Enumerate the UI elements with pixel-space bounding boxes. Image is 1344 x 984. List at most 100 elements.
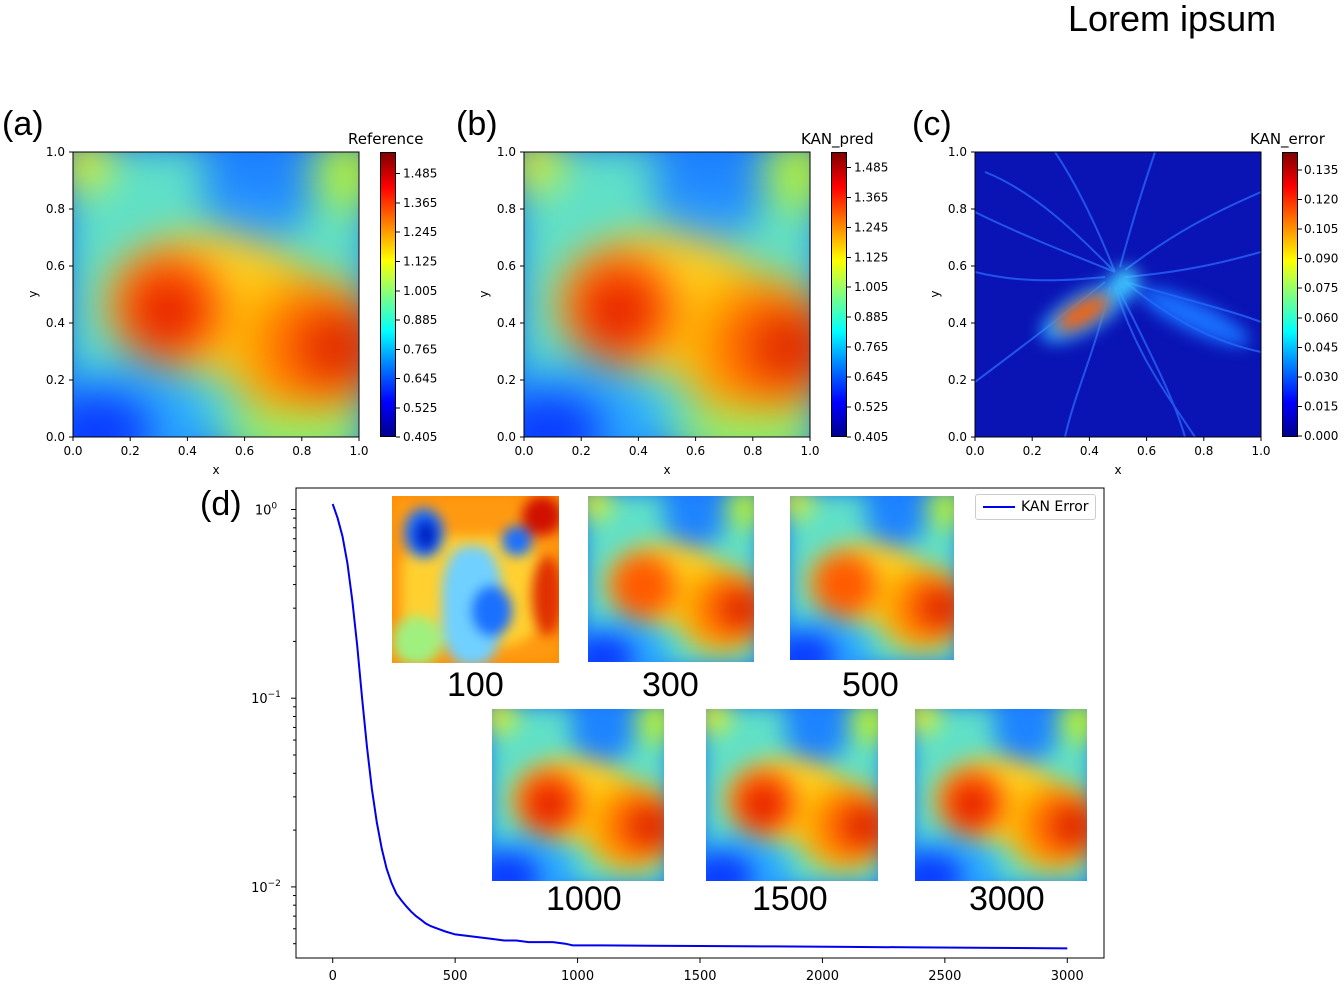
- colorbar-tick: 1.125: [854, 251, 888, 265]
- panel-label-c: (c): [912, 105, 952, 143]
- y-tick-label: 0.0: [948, 430, 967, 444]
- colorbar-tick: 0.060: [1304, 311, 1338, 325]
- panel-label-a: (a): [2, 105, 44, 143]
- kan-pred-axes: 0.0 0.2 0.4 0.6 0.8 1.0 x 0.0 0.2 0.4 0.…: [477, 145, 820, 477]
- colorbar-kan-error-ticks: 0.135 0.120 0.105 0.090 0.075 0.060 0.04…: [1298, 163, 1338, 443]
- kan-error-line: [331, 503, 1068, 950]
- y-tick-label: 0.4: [497, 316, 516, 330]
- x-tick-label: 1.0: [1251, 444, 1270, 458]
- inset-heatmap-100: [392, 496, 559, 663]
- colorbar-kan-error: [1282, 152, 1298, 437]
- colorbar-tick: 1.365: [854, 191, 888, 205]
- colorbar-tick: 0.090: [1304, 252, 1338, 266]
- x-tick-label: 1500: [683, 969, 716, 984]
- y-tick-label: 1.0: [497, 145, 516, 159]
- x-tick-label: 1.0: [800, 444, 819, 458]
- x-tick-label: 0.4: [629, 444, 648, 458]
- x-ticks: 0 500 1000 1500 2000 2500 3000: [329, 958, 1084, 984]
- y-tick-label: 0.4: [46, 316, 65, 330]
- colorbar-tick: 0.405: [854, 430, 888, 444]
- y-axis-label: y: [477, 290, 491, 297]
- colorbar-reference-ticks: 1.485 1.365 1.245 1.125 1.005 0.885 0.76…: [396, 167, 437, 444]
- reference-heatmap: [73, 152, 359, 437]
- inset-label-300: 300: [642, 666, 699, 704]
- heatmap-title-kan-error: KAN_error: [1250, 130, 1325, 148]
- x-tick-label: 0.6: [1137, 444, 1156, 458]
- legend-label: KAN Error: [1021, 499, 1089, 515]
- y-tick-label: 10−2: [251, 879, 281, 896]
- x-axis-label: x: [1114, 463, 1121, 477]
- panel-label-d: (d): [200, 485, 242, 523]
- y-axis-label: y: [928, 290, 942, 297]
- x-tick-label: 3000: [1051, 969, 1084, 984]
- inset-heatmap-300: [588, 496, 754, 662]
- colorbar-reference: [380, 152, 396, 437]
- y-tick-label: 0.8: [948, 202, 967, 216]
- y-tick-label: 1.0: [948, 145, 967, 159]
- reference-axes: 0.0 0.2 0.4 0.6 0.8 1.0 x 0.0 0.2 0.4 0.…: [26, 145, 369, 477]
- y-tick-label: 0.0: [497, 430, 516, 444]
- legend-line-swatch: [983, 506, 1015, 508]
- y-tick-label: 0.2: [948, 373, 967, 387]
- x-tick-label: 0.2: [1023, 444, 1042, 458]
- x-tick-label: 500: [443, 969, 468, 984]
- colorbar-tick: 1.125: [403, 255, 437, 269]
- y-tick-label: 0.6: [948, 259, 967, 273]
- x-tick-label: 0.8: [292, 444, 311, 458]
- x-tick-label: 0.4: [1080, 444, 1099, 458]
- colorbar-tick: 1.365: [403, 196, 437, 210]
- colorbar-tick: 0.645: [403, 372, 437, 386]
- y-tick-label: 0.6: [46, 259, 65, 273]
- colorbar-tick: 0.030: [1304, 370, 1338, 384]
- y-tick-label: 0.8: [497, 202, 516, 216]
- y-tick-label: 1.0: [46, 145, 65, 159]
- y-tick-label: 0.6: [497, 259, 516, 273]
- y-tick-label: 0.2: [46, 373, 65, 387]
- x-tick-label: 1000: [561, 969, 594, 984]
- colorbar-tick: 0.105: [1304, 222, 1338, 236]
- x-tick-label: 0.8: [1194, 444, 1213, 458]
- x-tick-label: 0.4: [178, 444, 197, 458]
- x-tick-label: 0.0: [965, 444, 984, 458]
- colorbar-kan-pred: [831, 152, 847, 437]
- inset-label-3000: 3000: [969, 880, 1045, 918]
- colorbar-tick: 0.645: [854, 370, 888, 384]
- x-tick-label: 1.0: [349, 444, 368, 458]
- colorbar-tick: 0.525: [403, 401, 437, 415]
- heatmap-title-reference: Reference: [348, 130, 424, 148]
- colorbar-tick: 1.005: [854, 280, 888, 294]
- x-tick-label: 0.2: [121, 444, 140, 458]
- x-axis-label: x: [212, 463, 219, 477]
- inset-label-1500: 1500: [752, 880, 828, 918]
- colorbar-tick: 0.075: [1304, 281, 1338, 295]
- x-tick-label: 0.6: [235, 444, 254, 458]
- x-tick-label: 0: [329, 969, 337, 984]
- y-tick-label: 10−1: [251, 690, 281, 707]
- colorbar-tick: 1.005: [403, 284, 437, 298]
- x-tick-label: 2000: [806, 969, 839, 984]
- colorbar-tick: 0.000: [1304, 429, 1338, 443]
- y-tick-label: 0.2: [497, 373, 516, 387]
- x-tick-label: 0.0: [63, 444, 82, 458]
- kan-pred-heatmap: [524, 152, 810, 437]
- inset-heatmap-1500: [706, 709, 878, 881]
- heatmap-title-kan-pred: KAN_pred: [801, 130, 874, 148]
- figure-title: Lorem ipsum: [1068, 0, 1277, 39]
- inset-heatmap-1000: [492, 709, 664, 881]
- legend: KAN Error: [975, 494, 1096, 520]
- inset-heatmap-3000: [915, 709, 1087, 881]
- colorbar-tick: 0.120: [1304, 193, 1338, 207]
- y-tick-label: 0.8: [46, 202, 65, 216]
- colorbar-tick: 1.485: [403, 167, 437, 181]
- colorbar-tick: 0.045: [1304, 341, 1338, 355]
- x-tick-label: 0.2: [572, 444, 591, 458]
- inset-label-100: 100: [447, 666, 504, 704]
- inset-label-1000: 1000: [546, 880, 622, 918]
- y-tick-label: 100: [255, 502, 278, 519]
- colorbar-tick: 0.885: [403, 313, 437, 327]
- y-axis-label: y: [26, 290, 40, 297]
- y-tick-label: 0.4: [948, 316, 967, 330]
- kan-error-heatmap: [975, 152, 1261, 437]
- inset-heatmap-500: [790, 496, 954, 660]
